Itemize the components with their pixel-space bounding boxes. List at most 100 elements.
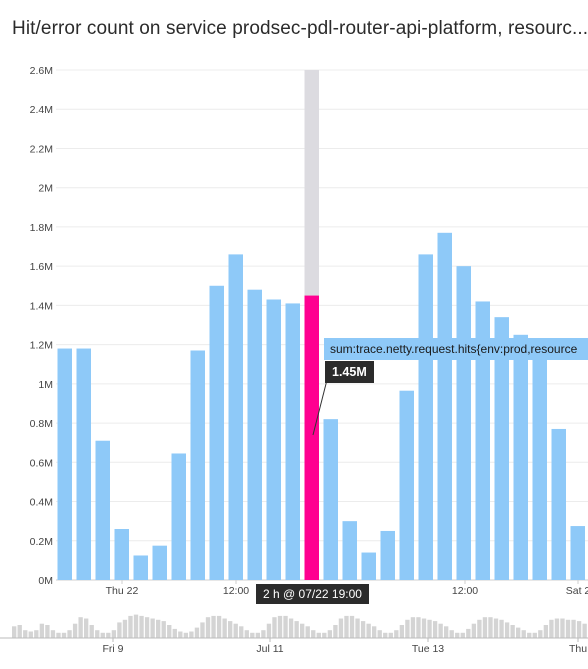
- bar[interactable]: [57, 348, 73, 580]
- navigator-bar: [106, 632, 111, 638]
- navigator-bar: [360, 621, 366, 638]
- bar[interactable]: [532, 348, 548, 580]
- navigator-bar: [510, 625, 515, 638]
- navigator-bar: [34, 630, 39, 638]
- bar[interactable]: [95, 440, 111, 580]
- navigator-bar: [466, 628, 471, 638]
- chart-title: Hit/error count on service prodsec-pdl-r…: [12, 18, 588, 39]
- navigator-bar: [471, 623, 477, 638]
- navigator-bar: [222, 618, 227, 638]
- navigator-bar: [410, 617, 416, 638]
- navigator-bar: [250, 632, 255, 638]
- bar[interactable]: [266, 299, 282, 581]
- navigator-bar: [72, 623, 78, 638]
- navigator-bar: [255, 632, 261, 638]
- navigator-bar: [277, 615, 283, 638]
- y-tick-label: 2.2M: [30, 143, 53, 155]
- navigator-bar: [377, 630, 382, 638]
- y-tick-label: 1.8M: [30, 222, 53, 234]
- navigator-bar: [322, 632, 327, 638]
- x-tick-label: 12:00: [223, 585, 249, 597]
- bar[interactable]: [380, 530, 396, 580]
- navigator-bar: [95, 630, 100, 638]
- bar-highlighted[interactable]: [304, 295, 320, 580]
- navigator-bar: [582, 623, 587, 638]
- navigator-bar: [133, 614, 139, 638]
- navigator-tick-label: Jul 11: [256, 643, 283, 655]
- navigator-bar: [211, 615, 216, 638]
- bar[interactable]: [456, 266, 472, 580]
- y-tick-label: 1.6M: [30, 261, 53, 273]
- navigator-bar: [39, 623, 45, 638]
- navigator-bar: [12, 626, 17, 638]
- navigator-bar: [233, 623, 238, 638]
- navigator-bar: [527, 632, 532, 638]
- navigator-bar: [560, 618, 565, 638]
- navigator-bar: [405, 619, 410, 638]
- bar[interactable]: [475, 301, 491, 580]
- navigator-bar: [383, 632, 388, 638]
- navigator-bar: [344, 615, 349, 638]
- navigator-bar: [89, 625, 94, 638]
- y-tick-label: 2.4M: [30, 104, 53, 116]
- navigator-bar: [205, 617, 211, 638]
- navigator-bar: [61, 632, 67, 638]
- bar[interactable]: [342, 521, 358, 580]
- navigator-bar: [67, 630, 72, 638]
- navigator-bar: [288, 618, 294, 638]
- y-tick-label: 0.6M: [30, 457, 53, 469]
- bars[interactable]: [57, 70, 586, 581]
- navigator-bar: [538, 630, 543, 638]
- navigator-bar: [228, 621, 233, 638]
- bar[interactable]: [570, 526, 586, 580]
- bar[interactable]: [209, 285, 225, 580]
- navigator-bar: [333, 625, 338, 638]
- navigator-bar: [532, 632, 537, 638]
- navigator-bar: [50, 630, 56, 638]
- navigator-bar: [504, 622, 510, 638]
- bar[interactable]: [494, 317, 510, 580]
- navigator-bar: [156, 619, 161, 638]
- bar[interactable]: [247, 289, 263, 580]
- time-navigator[interactable]: Fri 9 Jul 11 Tue 13 Thu: [0, 608, 588, 655]
- navigator-bar: [78, 617, 83, 638]
- navigator-bar: [338, 618, 344, 638]
- navigator-bar: [56, 632, 61, 638]
- bar[interactable]: [171, 453, 187, 580]
- navigator-bar: [565, 619, 571, 638]
- bar[interactable]: [285, 303, 301, 580]
- navigator-bar: [427, 619, 432, 638]
- navigator-bar: [111, 630, 117, 638]
- navigator-bar: [372, 626, 377, 638]
- navigator-bar: [366, 623, 371, 638]
- navigator-bar: [554, 618, 560, 638]
- bar[interactable]: [114, 529, 130, 580]
- navigator-bar: [161, 621, 166, 638]
- navigator-bar: [455, 632, 460, 638]
- navigator-bar: [17, 625, 22, 638]
- navigator-bar: [311, 630, 316, 638]
- navigator-bar: [261, 630, 266, 638]
- bar[interactable]: [76, 348, 92, 580]
- navigator-bar: [100, 632, 105, 638]
- bar[interactable]: [551, 428, 567, 580]
- navigator-bar: [355, 618, 360, 638]
- navigator-bar: [122, 619, 128, 638]
- bar[interactable]: [228, 254, 244, 580]
- bar[interactable]: [418, 254, 434, 580]
- navigator-bar: [477, 619, 482, 638]
- navigator-bar: [316, 632, 321, 638]
- bar[interactable]: [399, 390, 415, 580]
- bar[interactable]: [133, 555, 149, 580]
- navigator-bar: [460, 632, 465, 638]
- navigator-bar: [183, 632, 189, 638]
- navigator-bar: [305, 626, 310, 638]
- bar[interactable]: [323, 419, 339, 580]
- bar[interactable]: [152, 545, 168, 580]
- bar[interactable]: [361, 552, 377, 580]
- bar[interactable]: [437, 232, 453, 581]
- x-axis: Thu 22 12:00 12:00 Sat 2: [106, 580, 588, 597]
- bar[interactable]: [190, 350, 206, 581]
- bar[interactable]: [513, 334, 529, 580]
